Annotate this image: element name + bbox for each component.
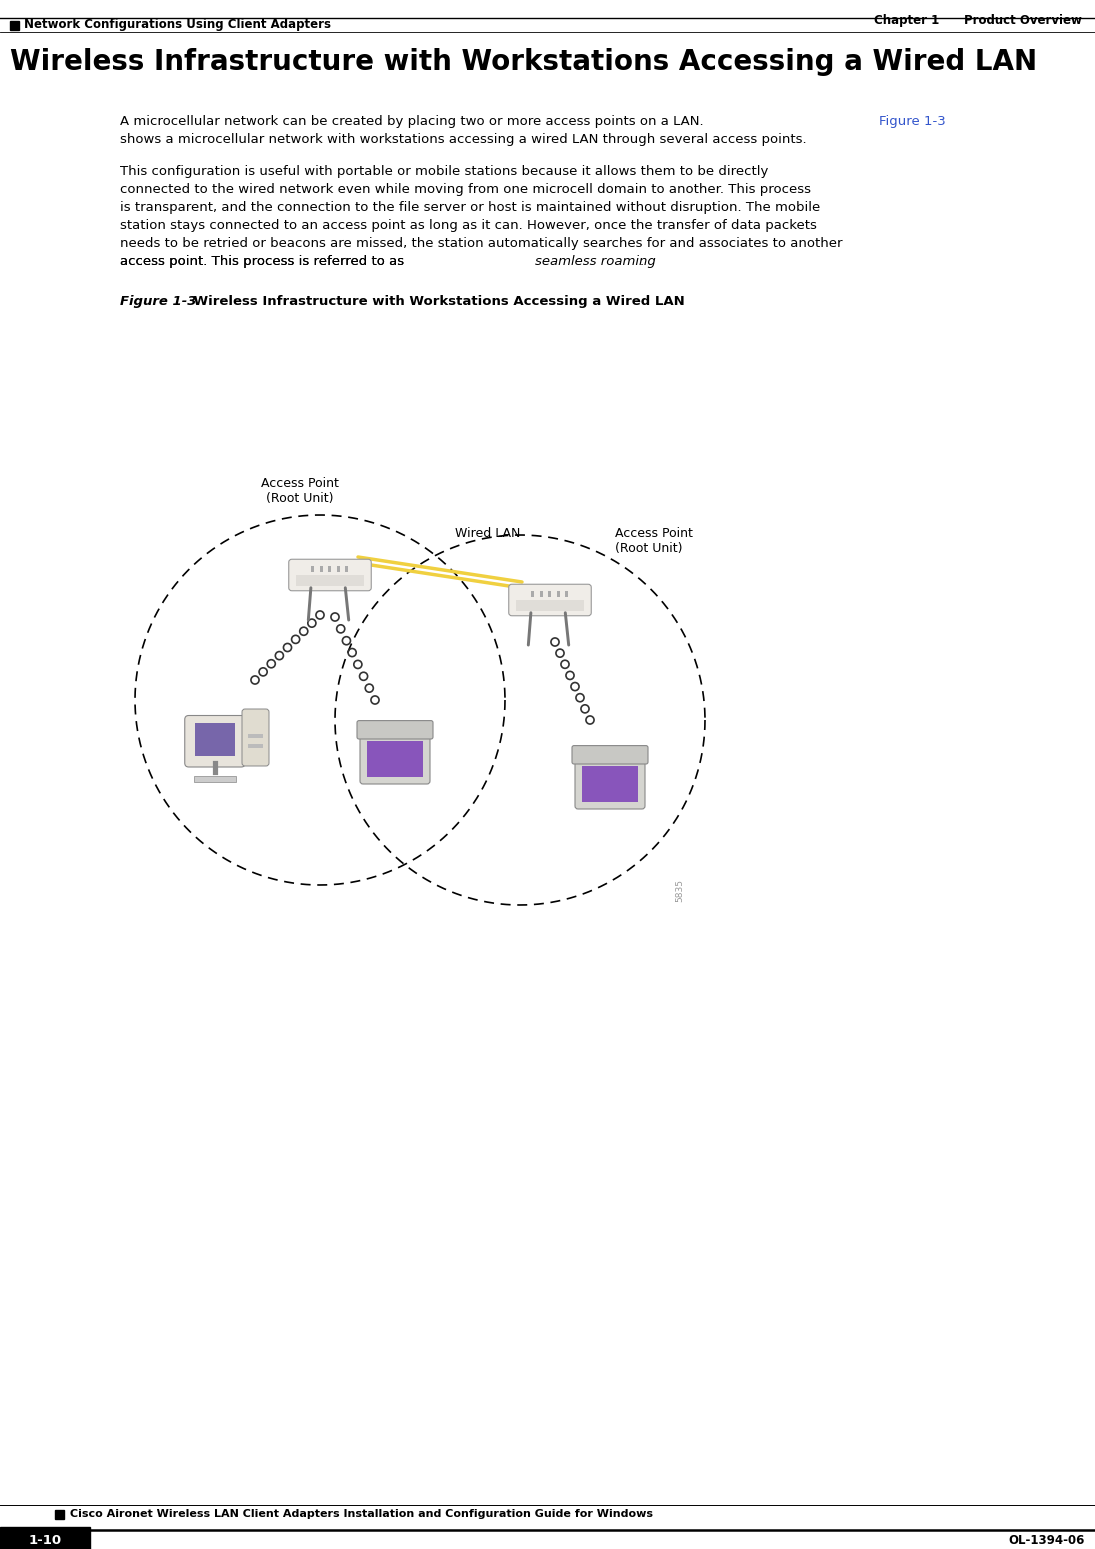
- Bar: [247, 744, 263, 748]
- Text: Cisco Aironet Wireless LAN Client Adapters Installation and Configuration Guide : Cisco Aironet Wireless LAN Client Adapte…: [70, 1509, 653, 1520]
- Bar: [336, 565, 339, 572]
- Text: .: .: [639, 256, 644, 268]
- Bar: [345, 565, 348, 572]
- Text: OL-1394-06: OL-1394-06: [1008, 1534, 1085, 1546]
- Text: access point. This process is referred to as: access point. This process is referred t…: [120, 256, 404, 268]
- Bar: [296, 575, 365, 586]
- FancyBboxPatch shape: [575, 759, 645, 809]
- Text: Network Configurations Using Client Adapters: Network Configurations Using Client Adap…: [24, 17, 331, 31]
- Text: connected to the wired network even while moving from one microcell domain to an: connected to the wired network even whil…: [120, 183, 811, 197]
- Text: Wireless Infrastructure with Workstations Accessing a Wired LAN: Wireless Infrastructure with Workstation…: [10, 48, 1037, 76]
- Bar: [516, 599, 585, 610]
- Bar: [583, 767, 638, 802]
- Text: Access Point
(Root Unit): Access Point (Root Unit): [615, 527, 693, 555]
- FancyBboxPatch shape: [572, 745, 648, 764]
- FancyBboxPatch shape: [360, 734, 430, 784]
- Bar: [540, 592, 543, 596]
- Text: Figure 1-3: Figure 1-3: [120, 294, 196, 308]
- Bar: [0, 1527, 90, 1549]
- Bar: [247, 734, 263, 737]
- Text: Wired LAN: Wired LAN: [456, 527, 520, 541]
- FancyBboxPatch shape: [242, 709, 269, 767]
- FancyBboxPatch shape: [357, 720, 433, 739]
- Text: 5835: 5835: [676, 878, 684, 902]
- Text: needs to be retried or beacons are missed, the station automatically searches fo: needs to be retried or beacons are misse…: [120, 237, 842, 249]
- Bar: [367, 740, 423, 778]
- Text: access point. This process is referred to as: access point. This process is referred t…: [120, 256, 408, 268]
- Text: Figure 1-3: Figure 1-3: [879, 115, 946, 129]
- Text: Access Point
(Root Unit): Access Point (Root Unit): [261, 477, 339, 505]
- Text: This configuration is useful with portable or mobile stations because it allows : This configuration is useful with portab…: [120, 166, 769, 178]
- Bar: [556, 592, 560, 596]
- Bar: [194, 776, 237, 782]
- Text: Chapter 1      Product Overview: Chapter 1 Product Overview: [874, 14, 1082, 26]
- Bar: [55, 1510, 64, 1520]
- Bar: [565, 592, 568, 596]
- Text: is transparent, and the connection to the file server or host is maintained with: is transparent, and the connection to th…: [120, 201, 820, 214]
- Bar: [10, 22, 19, 29]
- Text: A microcellular network can be created by placing two or more access points on a: A microcellular network can be created b…: [120, 115, 704, 129]
- Text: shows a microcellular network with workstations accessing a wired LAN through se: shows a microcellular network with works…: [120, 133, 807, 146]
- FancyBboxPatch shape: [509, 584, 591, 617]
- Bar: [195, 723, 235, 756]
- Bar: [311, 565, 314, 572]
- FancyBboxPatch shape: [185, 716, 245, 767]
- Bar: [531, 592, 534, 596]
- FancyBboxPatch shape: [289, 559, 371, 590]
- Text: station stays connected to an access point as long as it can. However, once the : station stays connected to an access poi…: [120, 218, 817, 232]
- Text: Wireless Infrastructure with Workstations Accessing a Wired LAN: Wireless Infrastructure with Workstation…: [175, 294, 684, 308]
- Bar: [548, 592, 552, 596]
- Bar: [328, 565, 332, 572]
- Text: 1-10: 1-10: [28, 1534, 61, 1546]
- Bar: [320, 565, 323, 572]
- Text: seamless roaming: seamless roaming: [535, 256, 656, 268]
